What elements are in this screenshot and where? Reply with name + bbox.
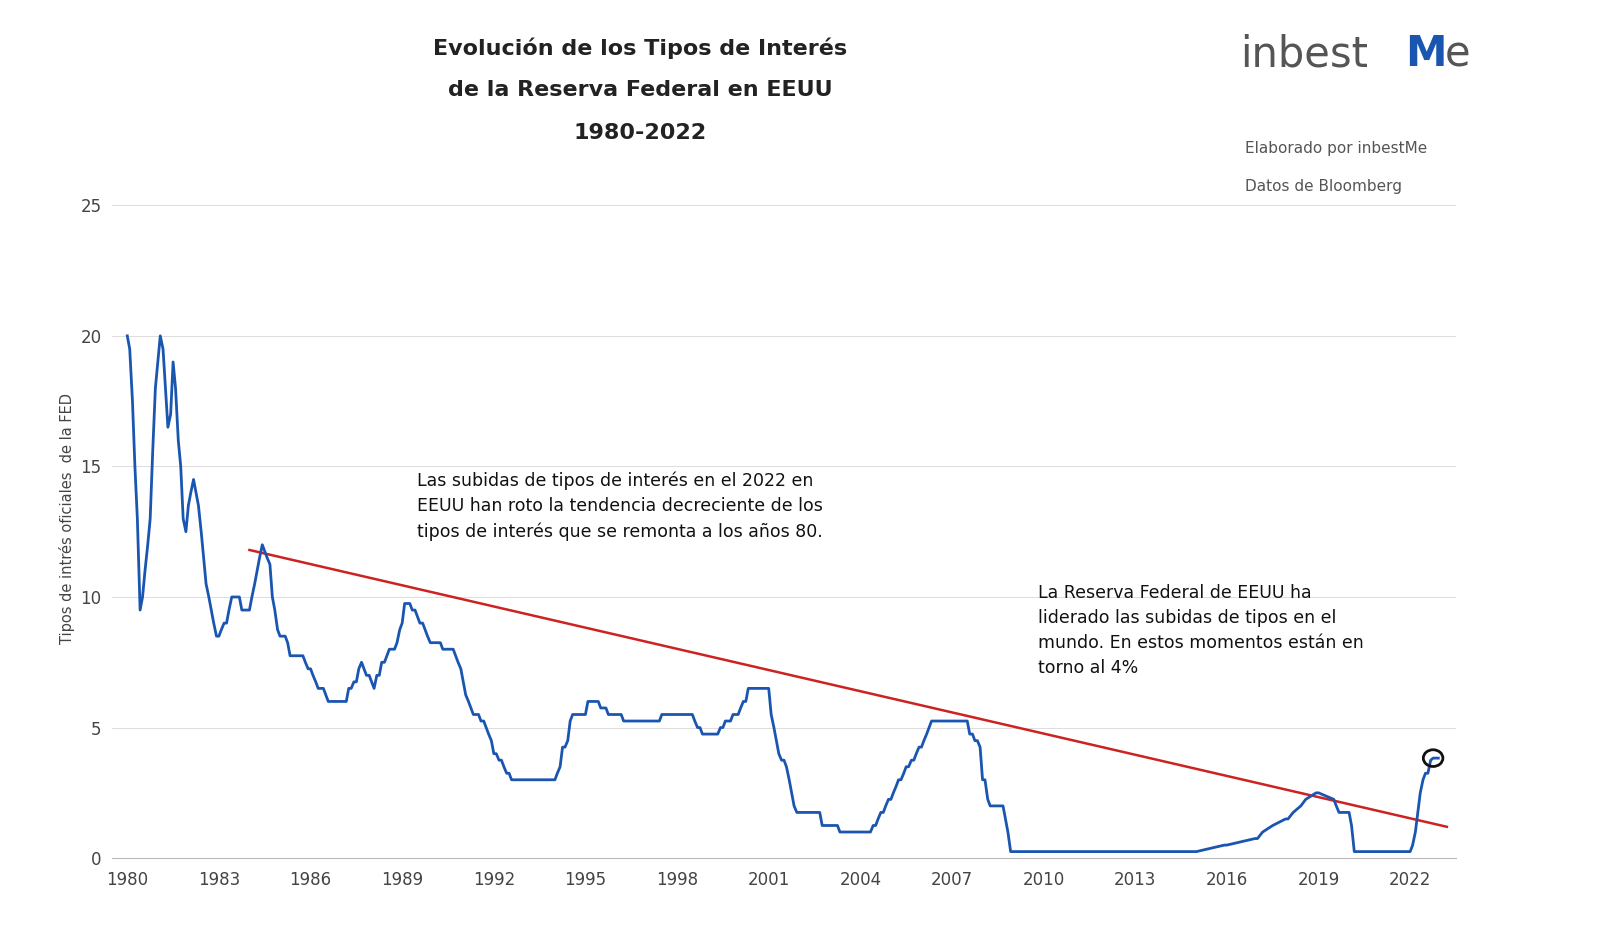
- Text: de la Reserva Federal en EEUU: de la Reserva Federal en EEUU: [448, 80, 832, 100]
- Text: La Reserva Federal de EEUU ha
liderado las subidas de tipos en el
mundo. En esto: La Reserva Federal de EEUU ha liderado l…: [1037, 584, 1363, 677]
- Text: Elaborado por inbestMe: Elaborado por inbestMe: [1245, 141, 1427, 157]
- Text: 1980-2022: 1980-2022: [573, 123, 707, 142]
- Text: Evolución de los Tipos de Interés: Evolución de los Tipos de Interés: [434, 38, 846, 59]
- Y-axis label: Tipos de intrés oficiales  de la FED: Tipos de intrés oficiales de la FED: [59, 393, 75, 644]
- Text: inbest: inbest: [1240, 33, 1368, 75]
- Text: e: e: [1445, 33, 1470, 75]
- Text: Las subidas de tipos de interés en el 2022 en
EEUU han roto la tendencia decreci: Las subidas de tipos de interés en el 20…: [418, 472, 824, 541]
- Text: Datos de Bloomberg: Datos de Bloomberg: [1245, 179, 1402, 194]
- Text: M: M: [1405, 33, 1446, 75]
